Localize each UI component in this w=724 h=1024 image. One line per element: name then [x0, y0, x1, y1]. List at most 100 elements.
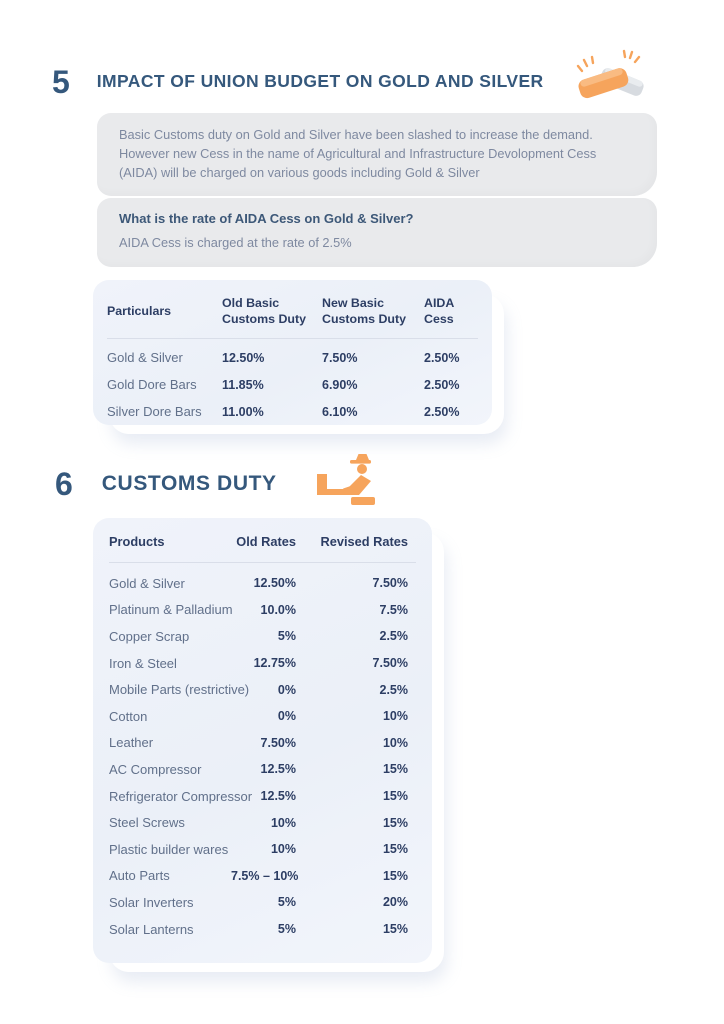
rate-cell: 7.50% [372, 656, 408, 671]
product-cell: Silver Dore Bars [107, 404, 202, 420]
table-row: Auto Parts 7.5% – 10% 15% [109, 863, 416, 890]
section5-title: IMPACT OF UNION BUDGET ON GOLD AND SILVE… [96, 71, 544, 91]
rate-cell: 5% [277, 895, 296, 910]
rate-cell: 0% [277, 709, 296, 724]
table-row: Gold & Silver 12.50% 7.50% 2.50% [107, 344, 478, 371]
rate-cell: 12.75% [253, 656, 296, 671]
intro-note-box: Basic Customs duty on Gold and Silver ha… [97, 113, 657, 197]
budget-impact-table: Particulars Old Basic Customs Duty New B… [93, 280, 492, 425]
product-cell: Cotton [109, 708, 148, 724]
rate-cell: 20% [382, 895, 408, 910]
product-cell: Auto Parts [109, 868, 170, 884]
card-face [93, 518, 432, 963]
table-row: Plastic builder wares 10% 15% [109, 836, 416, 863]
rate-cell: 10% [270, 842, 296, 857]
rate-cell: 2.50% [424, 350, 460, 365]
table-row: Refrigerator Compressor 12.5% 15% [109, 783, 416, 810]
column-header: Revised Rates [320, 534, 409, 549]
gold-silver-bars-icon [562, 44, 652, 111]
column-header: AIDA Cess [424, 296, 454, 327]
aida-question-box: What is the rate of AIDA Cess on Gold & … [97, 198, 657, 267]
rate-cell: 10% [382, 735, 408, 750]
rate-cell: 12.50% [253, 576, 296, 591]
column-header: Products [109, 534, 165, 549]
product-cell: Iron & Steel [109, 655, 177, 671]
rate-cell: 15% [382, 762, 408, 777]
header-divider [109, 562, 416, 563]
column-header: Particulars [107, 304, 172, 319]
card-face [93, 280, 492, 425]
product-cell: Solar Lanterns [109, 921, 194, 937]
rate-cell: 12.50% [222, 350, 265, 365]
section5-header: 5 IMPACT OF UNION BUDGET ON GOLD AND SIL… [52, 49, 652, 111]
product-cell: Solar Inverters [109, 894, 194, 910]
table-row: Silver Dore Bars 11.00% 6.10% 2.50% [107, 398, 478, 425]
intro-text: Basic Customs duty on Gold and Silver ha… [119, 127, 597, 180]
column-header: Old Rates [236, 534, 296, 549]
rate-cell: 2.5% [379, 682, 409, 697]
aida-question: What is the rate of AIDA Cess on Gold & … [119, 211, 414, 226]
rate-cell: 7.5% [379, 602, 409, 617]
product-cell: Plastic builder wares [109, 841, 229, 857]
budget-impact-card: Particulars Old Basic Customs Duty New B… [93, 280, 504, 434]
table-row: Leather 7.50% 10% [109, 730, 416, 757]
customs-officer-icon [313, 452, 377, 515]
product-cell: Copper Scrap [109, 628, 190, 644]
section6-title: CUSTOMS DUTY [101, 471, 277, 495]
table-row: Platinum & Palladium 10.0% 7.5% [109, 597, 416, 624]
product-cell: Leather [109, 735, 154, 751]
customs-duty-card: Products Old Rates Revised Rates Gold & … [93, 518, 444, 972]
product-cell: Mobile Parts (restrictive) [109, 682, 250, 698]
column-header: Old Basic Customs Duty [222, 296, 306, 327]
table-row: Mobile Parts (restrictive) 0% 2.5% [109, 676, 416, 703]
rate-cell: 5% [277, 629, 296, 644]
product-cell: Gold & Silver [107, 350, 183, 366]
table-row: Gold Dore Bars 11.85% 6.90% 2.50% [107, 371, 478, 398]
table-row: AC Compressor 12.5% 15% [109, 756, 416, 783]
rate-cell: 7.50% [372, 576, 408, 591]
rate-cell: 2.50% [424, 377, 460, 392]
rate-cell: 7.50% [322, 350, 358, 365]
rate-cell: 7.50% [260, 735, 296, 750]
rate-cell: 15% [382, 868, 408, 883]
rate-cell: 15% [382, 815, 408, 830]
section6-header: 6 CUSTOMS DUTY [55, 452, 377, 515]
aida-answer: AIDA Cess is charged at the rate of 2.5% [119, 235, 352, 250]
rate-cell: 12.5% [260, 762, 296, 777]
rate-cell: 6.90% [322, 377, 358, 392]
rate-cell: 12.5% [260, 789, 296, 804]
product-cell: Gold Dore Bars [107, 377, 197, 393]
product-cell: Gold & Silver [109, 575, 185, 591]
rate-cell: 7.5% – 10% [231, 868, 299, 883]
budget-impact-table-body: Gold & Silver 12.50% 7.50% 2.50% Gold Dore B… [107, 344, 478, 425]
customs-duty-table-body: Gold & Silver 12.50% 7.50% Platinum & Palla… [109, 570, 416, 942]
header-divider [107, 338, 478, 340]
rate-cell: 2.50% [424, 404, 460, 419]
product-cell: AC Compressor [109, 761, 202, 777]
customs-duty-table: Products Old Rates Revised Rates Gold & … [93, 518, 432, 942]
rate-cell: 2.5% [379, 629, 409, 644]
rate-cell: 5% [277, 922, 296, 937]
rate-cell: 15% [382, 922, 408, 937]
column-header: New Basic Customs Duty [322, 296, 406, 327]
rate-cell: 10% [270, 815, 296, 830]
product-cell: Refrigerator Compressor [109, 788, 253, 804]
table-header-row: Products Old Rates Revised Rates [109, 534, 416, 549]
rate-cell: 15% [382, 789, 408, 804]
rate-cell: 0% [277, 682, 296, 697]
product-cell: Platinum & Palladium [109, 602, 233, 618]
table-row: Solar Inverters 5% 20% [109, 889, 416, 916]
table-header-row: Particulars Old Basic Customs Duty New B… [107, 295, 478, 327]
section6-number: 6 [55, 465, 73, 502]
table-row: Gold & Silver 12.50% 7.50% [109, 570, 416, 597]
table-row: Copper Scrap 5% 2.5% [109, 623, 416, 650]
rate-cell: 6.10% [322, 404, 358, 419]
section5-number: 5 [52, 63, 70, 100]
table-row: Cotton 0% 10% [109, 703, 416, 730]
table-row: Solar Lanterns 5% 15% [109, 916, 416, 943]
rate-cell: 11.85% [222, 377, 264, 392]
rate-cell: 15% [382, 842, 408, 857]
rate-cell: 11.00% [222, 404, 264, 419]
rate-cell: 10.0% [260, 602, 296, 617]
